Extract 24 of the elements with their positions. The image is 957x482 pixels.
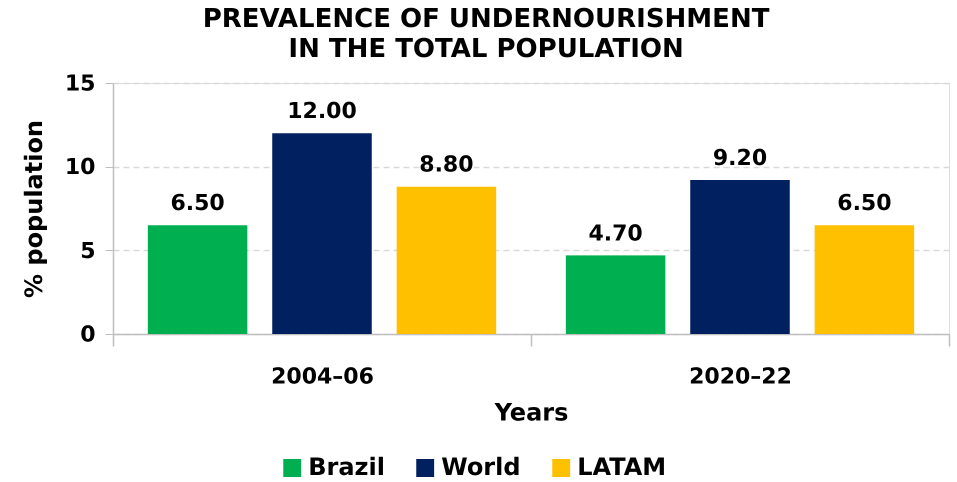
legend-label: World — [441, 453, 521, 481]
x-tick-label: 2004–06 — [271, 364, 374, 390]
bar — [272, 133, 372, 334]
data-label: 9.20 — [712, 146, 768, 172]
x-axis-title: Years — [494, 398, 568, 426]
bar — [396, 186, 496, 334]
y-tick-label: 10 — [64, 155, 96, 180]
legend-label: Brazil — [308, 453, 385, 481]
data-label: 4.70 — [588, 221, 643, 246]
data-label: 6.50 — [170, 191, 225, 216]
y-tick-label: 0 — [80, 322, 96, 348]
data-label: 8.80 — [419, 152, 474, 178]
bar — [814, 225, 914, 334]
x-tick-label: 2020–22 — [689, 364, 792, 390]
y-tick-label: 5 — [80, 238, 96, 264]
bar — [690, 180, 790, 334]
data-label: 12.00 — [287, 99, 357, 124]
bar — [566, 255, 666, 334]
data-label: 6.50 — [837, 191, 892, 216]
legend-label: LATAM — [577, 453, 666, 481]
y-tick-label: 15 — [64, 72, 96, 96]
chart-title: PREVALENCE OF UNDERNOURISHMENT IN THE TOTAL POPULATION — [202, 4, 770, 64]
y-axis-title: % population — [20, 120, 48, 298]
bar — [148, 225, 248, 334]
